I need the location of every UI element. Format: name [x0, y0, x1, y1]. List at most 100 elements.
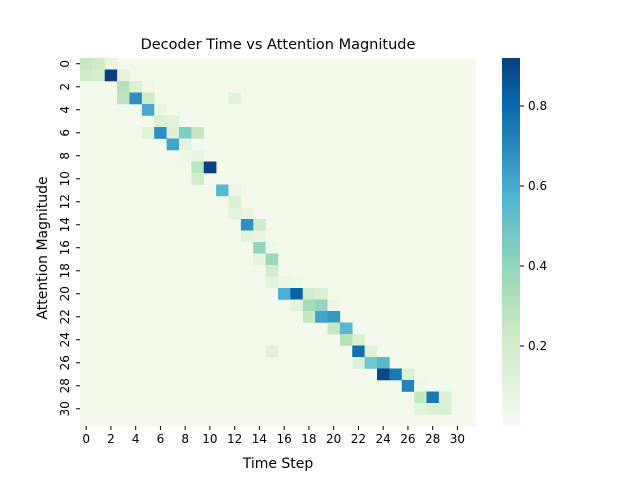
- heatmap-cell: [191, 127, 205, 139]
- heatmap-cell: [203, 161, 217, 174]
- heatmap-cell: [92, 69, 106, 82]
- x-tick-label: 22: [351, 432, 366, 446]
- heatmap-cell: [154, 115, 167, 128]
- y-tick-label: 18: [58, 263, 72, 278]
- heatmap-cell: [414, 391, 427, 404]
- heatmap-cell: [240, 207, 254, 220]
- y-tick-label: 16: [58, 240, 72, 255]
- heatmap-cell: [104, 58, 118, 70]
- heatmap-cell: [265, 242, 279, 254]
- heatmap-cell: [265, 265, 279, 277]
- heatmap-cell: [377, 368, 390, 381]
- heatmap-cell: [438, 403, 452, 415]
- x-tick-label: 30: [450, 432, 465, 446]
- colorbar-tick-label: 0.8: [528, 99, 547, 113]
- heatmap-cell: [265, 276, 279, 289]
- heatmap-cell: [364, 357, 378, 369]
- heatmap-cell: [228, 207, 242, 220]
- heatmap-cell: [339, 322, 353, 335]
- heatmap-cell: [438, 391, 452, 404]
- heatmap-cell: [401, 368, 415, 381]
- x-tick-label: 18: [301, 432, 316, 446]
- heatmap-cell: [154, 104, 167, 116]
- heatmap-cell: [179, 150, 192, 162]
- heatmap-cell: [364, 345, 378, 358]
- x-tick-label: 8: [181, 432, 189, 446]
- heatmap-cell: [426, 391, 440, 404]
- heatmap-cell: [290, 288, 304, 300]
- heatmap-cell: [228, 92, 242, 105]
- heatmap-cell: [117, 69, 130, 82]
- heatmap-cell: [129, 81, 143, 93]
- heatmap-cell: [80, 69, 93, 82]
- heatmap-cell: [426, 403, 440, 415]
- heatmap-cell: [414, 403, 427, 415]
- heatmap-cell: [166, 115, 180, 128]
- heatmap-cell: [166, 138, 180, 151]
- y-tick-label: 26: [58, 355, 72, 370]
- heatmap-cell: [327, 322, 341, 335]
- heatmap-cell: [339, 334, 353, 346]
- y-tick-label: 12: [58, 194, 72, 209]
- heatmap-cell: [352, 357, 365, 369]
- heatmap-cells: [80, 58, 452, 415]
- heatmap-cell: [92, 58, 106, 70]
- heatmap-cell: [154, 127, 167, 139]
- heatmap-cell: [265, 253, 279, 266]
- y-tick-label: 4: [58, 106, 72, 114]
- y-tick-label: 0: [58, 60, 72, 68]
- heatmap-cell: [315, 311, 328, 323]
- heatmap-cell: [253, 242, 266, 254]
- heatmap-cell: [352, 334, 365, 346]
- heatmap-cell: [253, 230, 266, 243]
- heatmap-cell: [240, 230, 254, 243]
- heatmap-cell: [302, 288, 316, 300]
- heatmap-cell: [253, 219, 266, 231]
- x-tick-label: 26: [400, 432, 415, 446]
- x-tick-label: 4: [132, 432, 140, 446]
- heatmap-cell: [377, 357, 390, 369]
- x-axis: 0 2 4 6 8 10 12 14 16 18 20 22 24 26 28 30: [82, 426, 465, 446]
- x-tick-label: 6: [157, 432, 165, 446]
- x-axis-title: Time Step: [242, 456, 314, 472]
- heatmap-cell: [315, 299, 328, 312]
- heatmap-cell: [389, 368, 403, 381]
- heatmap-cell: [290, 299, 304, 312]
- heatmap-cell: [117, 81, 130, 93]
- heatmap-cell: [191, 150, 205, 162]
- x-tick-label: 12: [227, 432, 242, 446]
- heatmap-cell: [240, 219, 254, 231]
- x-tick-label: 16: [277, 432, 292, 446]
- y-axis-title: Attention Magnitude: [35, 176, 51, 319]
- chart-title: Decoder Time vs Attention Magnitude: [141, 37, 416, 53]
- x-tick-label: 2: [107, 432, 115, 446]
- heatmap-cell: [401, 380, 415, 392]
- heatmap-cell: [166, 127, 180, 139]
- colorbar: [502, 58, 520, 426]
- x-tick-label: 20: [326, 432, 341, 446]
- x-tick-label: 0: [82, 432, 90, 446]
- heatmap-cell: [141, 127, 155, 139]
- heatmap-cell: [265, 345, 279, 358]
- heatmap-cell: [302, 311, 316, 323]
- y-tick-label: 6: [58, 129, 72, 137]
- x-tick-label: 28: [425, 432, 440, 446]
- heatmap-cell: [315, 288, 328, 300]
- y-tick-label: 28: [58, 378, 72, 393]
- y-tick-label: 20: [58, 286, 72, 301]
- x-tick-label: 10: [202, 432, 217, 446]
- y-tick-label: 22: [58, 309, 72, 324]
- heatmap-cell: [216, 184, 229, 197]
- heatmap-cell: [117, 92, 130, 105]
- heatmap-cell: [191, 173, 205, 185]
- heatmap-cell: [129, 92, 143, 105]
- heatmap-cell: [253, 253, 266, 266]
- heatmap-cell: [302, 299, 316, 312]
- y-tick-label: 10: [58, 171, 72, 186]
- y-tick-label: 30: [58, 401, 72, 416]
- heatmap-cell: [352, 345, 365, 358]
- heatmap-cell: [278, 276, 291, 289]
- heatmap-cell: [141, 81, 155, 93]
- heatmap-cell: [179, 127, 192, 139]
